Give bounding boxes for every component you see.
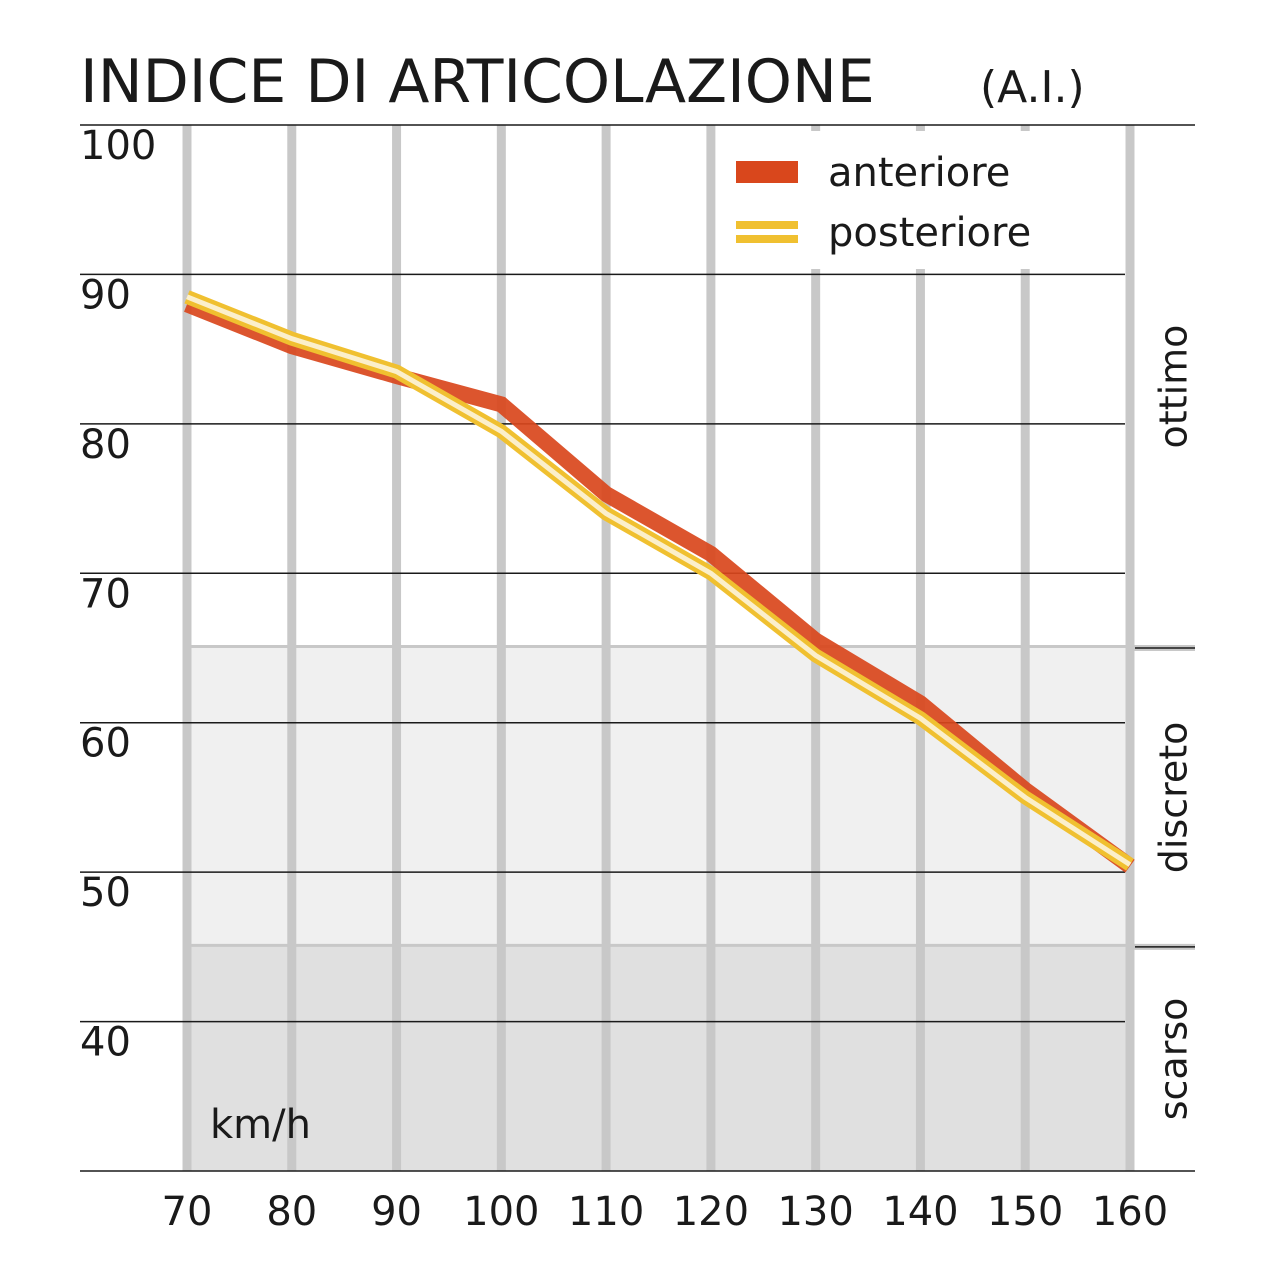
y-tick-label: 60 [80,721,131,767]
y-tick-label: 100 [80,123,156,169]
y-tick-label: 70 [80,571,131,617]
chart-title-unit: (A.I.) [980,62,1085,113]
legend-background [722,131,1124,269]
x-tick-label: 80 [266,1189,317,1235]
zone-label: scarso [1152,998,1196,1121]
y-tick-label: 40 [80,1020,131,1066]
x-tick-label: 150 [987,1189,1063,1235]
zone-band [187,648,1130,947]
y-tick-label: 80 [80,422,131,468]
x-axis-label: km/h [210,1102,311,1148]
zone-label: ottimo [1152,325,1196,449]
legend: anteriore posteriore [722,131,1124,269]
x-tick-label: 70 [162,1189,213,1235]
zone-band [187,946,1130,1171]
chart-title: INDICE DI ARTICOLAZIONE [80,47,875,117]
x-tick-label: 90 [371,1189,422,1235]
line-series-inner [186,294,1132,867]
legend-swatch-inner [736,229,798,235]
y-tick-label: 90 [80,272,131,318]
x-tick-label: 140 [882,1189,958,1235]
x-tick-label: 130 [777,1189,853,1235]
x-tick-label: 120 [673,1189,749,1235]
x-tick-label: 110 [568,1189,644,1235]
x-tick-label: 100 [463,1189,539,1235]
zone-label: discreto [1152,722,1196,874]
legend-swatch [736,161,798,183]
legend-label: posteriore [828,210,1031,256]
x-tick-label: 160 [1092,1189,1168,1235]
y-tick-label: 50 [80,870,131,916]
legend-label: anteriore [828,150,1010,196]
